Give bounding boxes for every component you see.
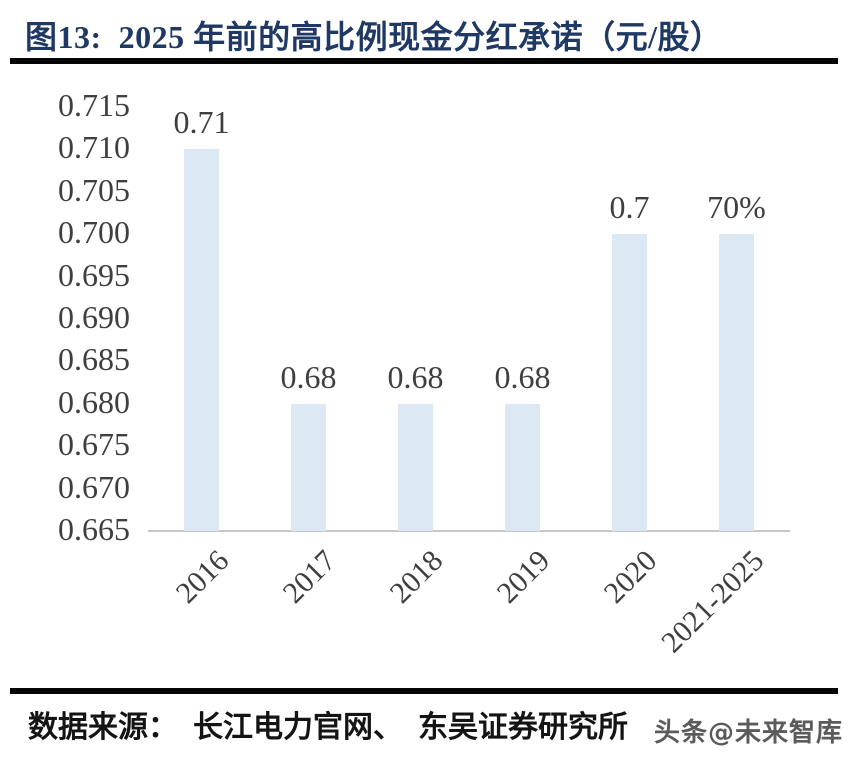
x-axis-line: [148, 530, 790, 532]
bar-2021-2025: [719, 234, 754, 531]
figure-title: 图13: 2025 年前的高比例现金分红承诺（元/股）: [25, 19, 723, 55]
y-tick-label: 0.705: [58, 171, 130, 208]
y-tick-label: 0.685: [58, 341, 130, 378]
bar-value-label: 0.68: [280, 358, 337, 395]
data-source-note: 数据来源： 长江电力官网、 东吴证券研究所: [28, 711, 628, 744]
y-tick-label: 0.690: [58, 299, 130, 336]
bar-value-label: 0.7: [609, 189, 650, 226]
bar-2019: [505, 403, 540, 531]
y-tick-label: 0.710: [58, 129, 130, 166]
y-tick-label: 0.680: [58, 383, 130, 420]
bar-value-label: 0.71: [173, 104, 230, 141]
y-tick-label: 0.715: [58, 87, 130, 124]
bar-2018: [398, 403, 433, 531]
y-tick-label: 0.700: [58, 214, 130, 251]
bar-2020: [612, 234, 647, 531]
bar-2017: [291, 403, 326, 531]
bar-value-label: 70%: [707, 189, 766, 226]
bar-value-label: 0.68: [387, 358, 444, 395]
y-tick-label: 0.675: [58, 426, 130, 463]
y-tick-label: 0.695: [58, 256, 130, 293]
bar-value-label: 0.68: [494, 358, 551, 395]
title-divider-rule: [10, 58, 838, 64]
bar-2016: [184, 149, 219, 531]
footer-divider-rule: [10, 688, 838, 694]
watermark: 头条@未来智库: [653, 718, 843, 748]
y-tick-label: 0.670: [58, 468, 130, 505]
y-tick-label: 0.665: [58, 511, 130, 548]
